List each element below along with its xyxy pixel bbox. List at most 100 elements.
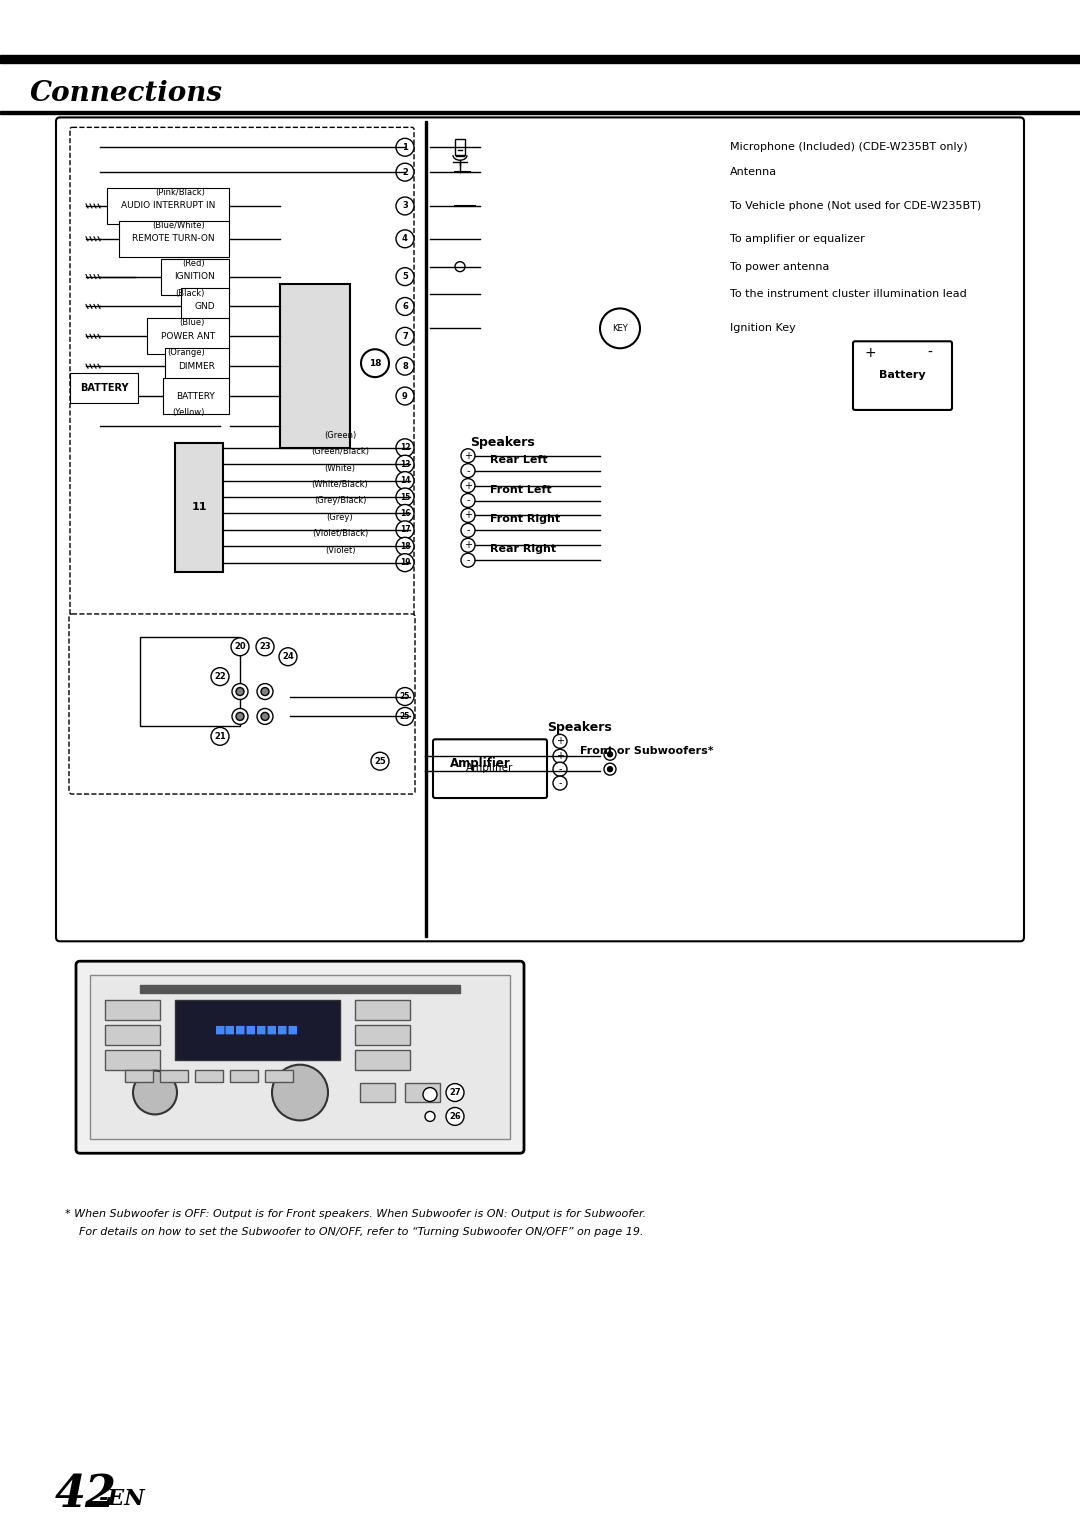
Circle shape xyxy=(133,1071,177,1114)
Text: 24: 24 xyxy=(282,652,294,661)
Text: 18: 18 xyxy=(400,542,410,551)
Text: (Green/Black): (Green/Black) xyxy=(311,447,369,456)
Text: -: - xyxy=(558,778,562,787)
Text: 11: 11 xyxy=(191,502,206,513)
Bar xyxy=(426,122,427,937)
Circle shape xyxy=(604,763,616,775)
Text: To the instrument cluster illumination lead: To the instrument cluster illumination l… xyxy=(730,288,967,299)
Circle shape xyxy=(396,554,414,572)
Text: (Orange): (Orange) xyxy=(167,348,205,357)
Circle shape xyxy=(396,267,414,285)
Circle shape xyxy=(396,439,414,456)
Circle shape xyxy=(396,505,414,522)
FancyBboxPatch shape xyxy=(69,613,415,794)
Bar xyxy=(90,975,510,1140)
Text: 27: 27 xyxy=(449,1088,461,1097)
Circle shape xyxy=(396,488,414,507)
Circle shape xyxy=(257,684,273,699)
Circle shape xyxy=(461,508,475,522)
Bar xyxy=(360,1082,395,1102)
Text: Front Right: Front Right xyxy=(490,514,561,525)
FancyBboxPatch shape xyxy=(70,127,414,728)
Text: 21: 21 xyxy=(214,732,226,740)
Circle shape xyxy=(211,728,229,745)
Bar xyxy=(160,1070,188,1082)
Circle shape xyxy=(553,777,567,790)
Text: +: + xyxy=(556,737,564,746)
Text: 4: 4 xyxy=(402,235,408,243)
Text: Front Left: Front Left xyxy=(490,485,552,494)
Circle shape xyxy=(237,713,244,720)
Circle shape xyxy=(446,1108,464,1125)
Text: (Violet): (Violet) xyxy=(325,546,355,555)
Text: 9: 9 xyxy=(402,392,408,400)
Bar xyxy=(105,1025,160,1045)
Text: Battery: Battery xyxy=(879,371,926,380)
Circle shape xyxy=(553,761,567,777)
Text: 8: 8 xyxy=(402,362,408,371)
Text: Amplifier: Amplifier xyxy=(467,763,514,774)
Circle shape xyxy=(461,539,475,552)
Text: KEY: KEY xyxy=(612,324,627,333)
Circle shape xyxy=(261,688,269,696)
Bar xyxy=(455,139,465,156)
Text: REMOTE TURN-ON: REMOTE TURN-ON xyxy=(133,235,215,243)
Circle shape xyxy=(396,537,414,555)
FancyBboxPatch shape xyxy=(853,342,951,410)
Circle shape xyxy=(461,449,475,462)
Circle shape xyxy=(396,472,414,490)
Bar xyxy=(355,1000,410,1019)
Bar xyxy=(175,443,222,572)
Text: Speakers: Speakers xyxy=(548,722,612,734)
Circle shape xyxy=(461,464,475,478)
Text: -: - xyxy=(928,346,932,360)
Text: 20: 20 xyxy=(234,642,246,652)
Text: IGNITION: IGNITION xyxy=(174,272,215,281)
Text: Ignition Key: Ignition Key xyxy=(730,324,796,333)
Circle shape xyxy=(446,1083,464,1102)
FancyBboxPatch shape xyxy=(76,961,524,1154)
Text: (Grey): (Grey) xyxy=(326,513,353,522)
Text: BATTERY: BATTERY xyxy=(80,383,129,394)
Text: (Pink/Black): (Pink/Black) xyxy=(156,188,205,197)
Text: 23: 23 xyxy=(259,642,271,652)
Bar xyxy=(405,1082,440,1102)
Text: 5: 5 xyxy=(402,272,408,281)
Circle shape xyxy=(607,766,612,772)
Circle shape xyxy=(396,520,414,539)
Text: 19: 19 xyxy=(400,559,410,568)
Circle shape xyxy=(361,349,389,377)
Text: 7: 7 xyxy=(402,331,408,340)
Text: 18: 18 xyxy=(368,359,381,368)
Text: +: + xyxy=(464,510,472,520)
Text: 14: 14 xyxy=(400,476,410,485)
Text: (Red): (Red) xyxy=(183,259,205,267)
Text: 25: 25 xyxy=(400,713,410,720)
Circle shape xyxy=(607,752,612,757)
Circle shape xyxy=(396,298,414,316)
Circle shape xyxy=(372,752,389,771)
Circle shape xyxy=(396,139,414,156)
Text: 25: 25 xyxy=(374,757,386,766)
Text: 2: 2 xyxy=(402,168,408,177)
Circle shape xyxy=(279,647,297,665)
Text: Rear Right: Rear Right xyxy=(490,545,556,554)
Text: (Black): (Black) xyxy=(176,288,205,298)
Bar xyxy=(355,1025,410,1045)
Text: 13: 13 xyxy=(400,459,410,468)
Bar xyxy=(175,1000,340,1059)
Text: (White): (White) xyxy=(324,464,355,473)
Circle shape xyxy=(231,638,249,656)
Text: Front or Subwoofers*: Front or Subwoofers* xyxy=(580,746,714,757)
Bar xyxy=(280,284,350,447)
Text: 25: 25 xyxy=(400,691,410,700)
Circle shape xyxy=(396,455,414,473)
Bar xyxy=(105,1050,160,1070)
Text: +: + xyxy=(464,540,472,551)
Bar xyxy=(140,636,240,726)
Circle shape xyxy=(232,708,248,725)
Text: ■■■■■■■■: ■■■■■■■■ xyxy=(215,1025,299,1035)
Text: Speakers: Speakers xyxy=(470,436,535,449)
Text: +: + xyxy=(864,346,876,360)
Text: 22: 22 xyxy=(214,671,226,681)
